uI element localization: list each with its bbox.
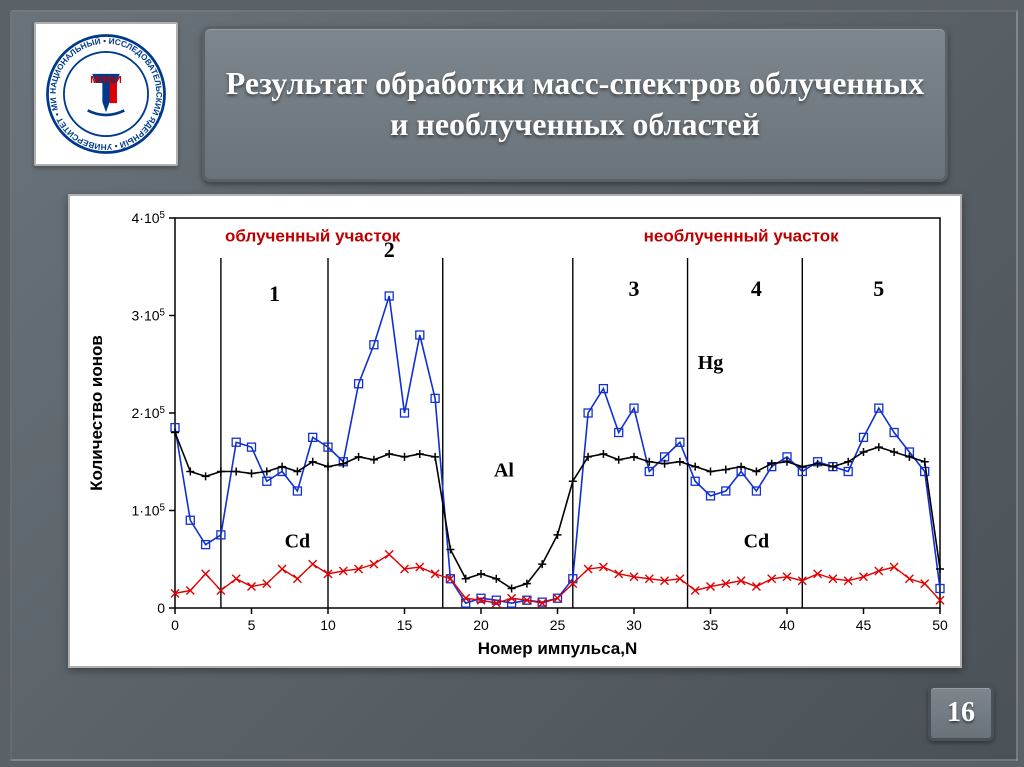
svg-text:Количество ионов: Количество ионов <box>87 335 106 491</box>
svg-text:Cd: Cd <box>285 531 311 553</box>
svg-text:10: 10 <box>320 617 336 633</box>
svg-text:Номер импульса,N: Номер импульса,N <box>478 639 637 658</box>
svg-text:облученный участок: облученный участок <box>225 226 401 245</box>
svg-text:Cd: Cd <box>744 531 770 553</box>
chart-svg: 0510152025303540455001·1052·1053·1054·10… <box>70 196 960 666</box>
svg-text:50: 50 <box>932 617 948 633</box>
title-box: Результат обработки масс-спектров облуче… <box>202 26 948 182</box>
svg-text:1: 1 <box>269 281 280 306</box>
page-number: 16 <box>928 685 994 741</box>
logo-svg: НАЦИОНАЛЬНЫЙ • ИССЛЕДОВАТЕЛЬСКИЙ ЯДЕРНЫЙ… <box>42 30 170 158</box>
svg-text:2: 2 <box>384 237 395 262</box>
svg-text:30: 30 <box>626 617 642 633</box>
slide-inner: НАЦИОНАЛЬНЫЙ • ИССЛЕДОВАТЕЛЬСКИЙ ЯДЕРНЫЙ… <box>10 10 1018 761</box>
svg-text:15: 15 <box>397 617 413 633</box>
svg-text:4: 4 <box>751 276 762 301</box>
svg-text:необлученный участок: необлученный участок <box>644 226 839 245</box>
slide-title: Результат обработки масс-спектров облуче… <box>205 63 945 145</box>
svg-text:45: 45 <box>856 617 872 633</box>
svg-text:Al: Al <box>494 459 514 481</box>
svg-text:3: 3 <box>629 276 640 301</box>
logo-center-text: МИФИ <box>90 75 121 86</box>
slide-root: НАЦИОНАЛЬНЫЙ • ИССЛЕДОВАТЕЛЬСКИЙ ЯДЕРНЫЙ… <box>0 0 1024 767</box>
svg-text:Hg: Hg <box>698 352 724 374</box>
svg-text:0: 0 <box>157 600 165 616</box>
svg-text:5: 5 <box>248 617 256 633</box>
svg-text:20: 20 <box>473 617 489 633</box>
chart-frame: 0510152025303540455001·1052·1053·1054·10… <box>68 194 962 668</box>
svg-text:25: 25 <box>550 617 566 633</box>
university-logo: НАЦИОНАЛЬНЫЙ • ИССЛЕДОВАТЕЛЬСКИЙ ЯДЕРНЫЙ… <box>34 22 178 166</box>
svg-text:0: 0 <box>171 617 179 633</box>
svg-text:35: 35 <box>703 617 719 633</box>
svg-text:5: 5 <box>873 276 884 301</box>
svg-text:40: 40 <box>779 617 795 633</box>
